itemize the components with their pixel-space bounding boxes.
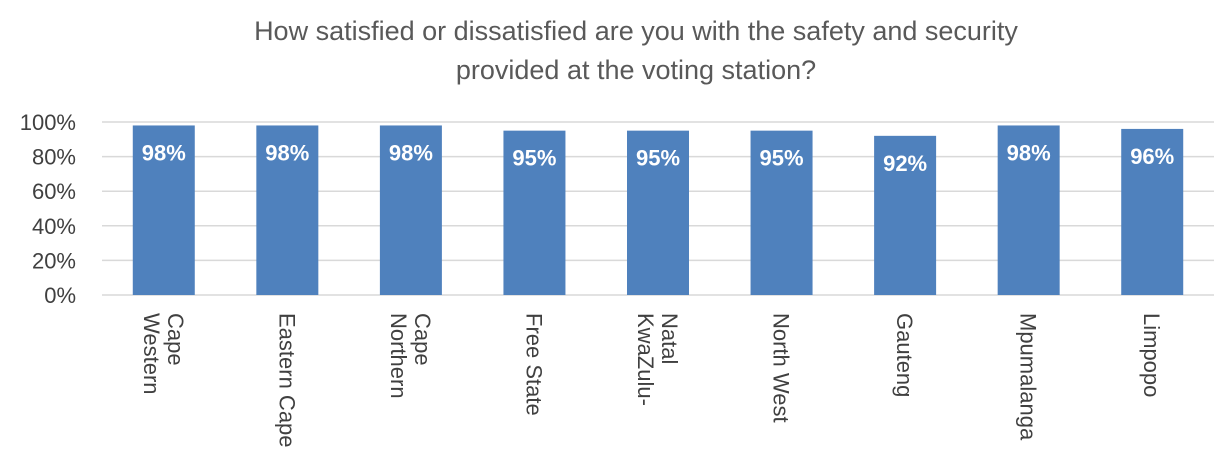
x-axis-category-labels: Western Cape Eastern Cape Northern Cape Free …: [139, 313, 1164, 448]
x-category-label-line: Cape: [410, 313, 435, 366]
x-category-label-line: Northern: [386, 313, 411, 399]
x-category-label: Limpopo: [1139, 313, 1164, 397]
x-category-label-line: Cape: [163, 313, 188, 366]
x-category-label: Eastern Cape: [274, 313, 299, 448]
chart-title-line-1: How satisfied or dissatisfied are you wi…: [254, 16, 1018, 46]
x-category-label-line: Western: [139, 313, 164, 395]
x-category-label-line: Limpopo: [1139, 313, 1164, 397]
data-label: 92%: [883, 151, 927, 176]
bar: [256, 125, 319, 296]
y-axis-tick-labels: 0% 20% 40% 60% 80% 100%: [20, 110, 76, 308]
x-category-label-line: Eastern Cape: [274, 313, 299, 448]
data-label: 98%: [1007, 140, 1051, 165]
data-label: 98%: [389, 140, 433, 165]
data-labels: 98% 98% 98% 95% 95% 95% 92% 98% 96%: [142, 140, 1174, 175]
x-category-label-line: Free State: [521, 313, 546, 416]
y-tick-label: 0%: [44, 283, 76, 308]
bar: [132, 125, 195, 296]
x-category-label: Free State: [521, 313, 546, 416]
x-category-label: Northern Cape: [386, 313, 435, 399]
x-category-label-line: North West: [769, 313, 794, 423]
data-label: 98%: [265, 140, 309, 165]
y-tick-label: 60%: [32, 179, 76, 204]
y-tick-label: 20%: [32, 248, 76, 273]
y-tick-label: 100%: [20, 110, 76, 135]
data-label: 95%: [512, 146, 556, 171]
bar: [503, 130, 566, 295]
x-category-label: KwaZulu- Natal: [633, 313, 682, 406]
bars: [132, 125, 1184, 296]
data-label: 98%: [142, 140, 186, 165]
y-tick-label: 40%: [32, 214, 76, 239]
data-label: 95%: [760, 146, 804, 171]
bar: [750, 130, 813, 295]
x-category-label: North West: [769, 313, 794, 423]
bar: [627, 130, 689, 295]
bar: [379, 125, 442, 296]
bar: [997, 125, 1060, 296]
x-category-label: Gauteng: [892, 313, 917, 397]
bar: [874, 135, 937, 295]
data-label: 95%: [636, 146, 680, 171]
x-category-label-line: Mpumalanga: [1016, 313, 1041, 441]
y-tick-label: 80%: [32, 145, 76, 170]
chart-title-line-2: provided at the voting station?: [455, 55, 817, 85]
x-category-label: Western Cape: [139, 313, 188, 395]
bar: [1121, 128, 1184, 295]
chart-title: How satisfied or dissatisfied are you wi…: [0, 12, 1222, 90]
x-category-label-line: KwaZulu-: [633, 313, 658, 406]
data-label: 96%: [1130, 144, 1174, 169]
x-category-label-line: Natal: [657, 313, 682, 364]
x-category-label: Mpumalanga: [1016, 313, 1041, 441]
x-category-label-line: Gauteng: [892, 313, 917, 397]
